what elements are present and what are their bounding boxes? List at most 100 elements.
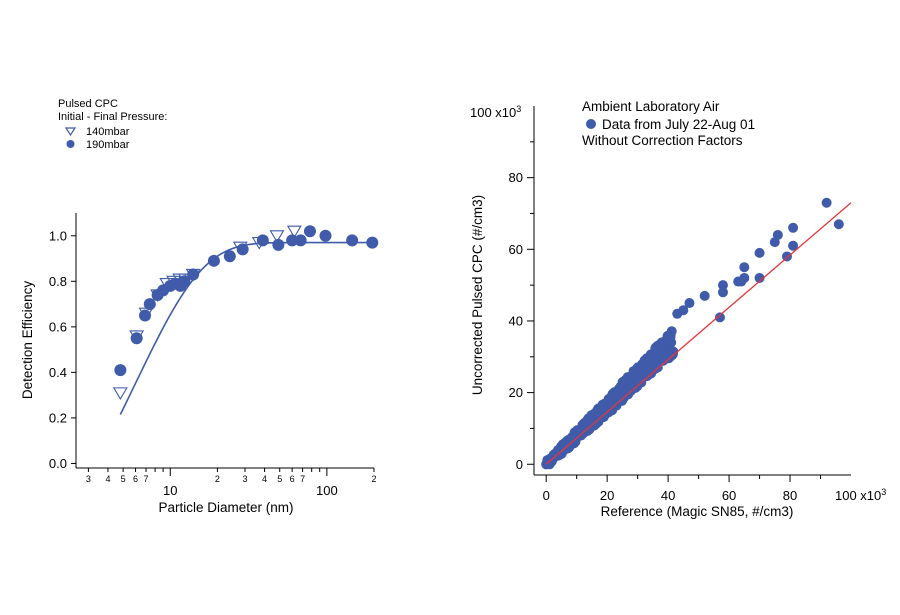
data-point xyxy=(788,240,799,251)
data-point xyxy=(684,298,695,309)
circle-point xyxy=(272,238,285,251)
left-x-minor-label: 4 xyxy=(105,474,110,484)
data-point xyxy=(714,312,725,323)
data-point xyxy=(754,247,765,258)
data-point xyxy=(578,419,589,430)
right-x-multiplier: 100 x103 xyxy=(835,487,886,503)
data-point xyxy=(629,366,640,376)
left-x-minor-label: 5 xyxy=(277,474,282,484)
triangle-point xyxy=(112,387,128,400)
data-point xyxy=(620,374,631,385)
left-y-ticks: 0.0 0.2 0.4 0.6 0.8 1.0 xyxy=(49,228,76,471)
data-point xyxy=(565,434,576,445)
circle-point xyxy=(366,236,379,249)
data-point xyxy=(678,305,689,316)
right-y-tick-label: 80 xyxy=(509,170,523,185)
right-fit-line xyxy=(545,202,852,465)
data-point xyxy=(593,416,604,427)
circle-point xyxy=(294,234,307,247)
legend-triangle-icon xyxy=(64,127,77,137)
right-legend-label: Data from July 22-Aug 01 xyxy=(602,117,755,132)
left-data-points xyxy=(112,225,379,400)
left-chart: Pulsed CPC Initial - Final Pressure: 140… xyxy=(20,98,379,515)
right-x-axis-title: Reference (Magic SN85, #/cm3) xyxy=(601,504,794,519)
circle-point xyxy=(303,225,316,238)
circle-point xyxy=(178,275,191,288)
data-point xyxy=(821,197,832,208)
left-x-minor-label: 6 xyxy=(133,474,138,484)
right-annotation-note: Without Correction Factors xyxy=(582,133,743,148)
left-x-axis-title: Particle Diameter (nm) xyxy=(158,500,293,515)
triangle-point xyxy=(269,230,285,243)
left-y-tick-label: 0.6 xyxy=(49,319,67,334)
data-point xyxy=(597,401,608,412)
circle-point xyxy=(143,298,156,311)
right-chart: Ambient Laboratory Air Data from July 22… xyxy=(470,99,886,519)
right-annotation-title: Ambient Laboratory Air xyxy=(582,99,720,114)
right-y-axis-title: Uncorrected Pulsed CPC (#/cm3) xyxy=(470,195,485,395)
left-x-tick-label: 100 xyxy=(316,483,338,498)
right-y-multiplier: 100 x103 xyxy=(470,104,521,120)
left-x-minor-label: 6 xyxy=(290,474,295,484)
data-point xyxy=(667,349,678,360)
right-y-ticks: 0 20 40 60 80 xyxy=(509,141,534,472)
right-y-tick-label: 0 xyxy=(516,457,523,472)
circle-point xyxy=(286,234,299,247)
right-y-tick-label: 40 xyxy=(509,313,523,328)
circle-point xyxy=(207,254,220,267)
circle-point xyxy=(236,243,249,256)
left-legend-subtitle: Initial - Final Pressure: xyxy=(58,111,167,123)
data-point xyxy=(643,357,654,368)
data-point xyxy=(739,262,750,273)
circle-point xyxy=(256,234,269,247)
right-legend-circle-icon xyxy=(586,119,596,129)
circle-point xyxy=(114,364,127,377)
left-x-minor-label: 7 xyxy=(300,474,305,484)
left-fit-curve xyxy=(119,241,374,415)
data-point xyxy=(699,290,710,301)
right-annotation: Ambient Laboratory Air Data from July 22… xyxy=(582,99,755,148)
data-point xyxy=(607,390,618,401)
right-x-ticks: 0 20 40 60 80 xyxy=(543,475,822,503)
circle-point xyxy=(139,309,152,322)
left-x-minor-label: 4 xyxy=(262,474,267,484)
circle-point xyxy=(223,250,236,263)
circle-point xyxy=(319,229,332,242)
right-x-tick-label: 20 xyxy=(600,488,614,503)
left-x-minor-label: 3 xyxy=(86,474,91,484)
right-y-tick-label: 60 xyxy=(509,242,523,257)
left-y-tick-label: 1.0 xyxy=(49,228,67,243)
data-point xyxy=(788,222,799,233)
data-point xyxy=(717,287,728,298)
right-x-tick-label: 0 xyxy=(543,488,550,503)
left-x-minor-label: 2 xyxy=(371,474,376,484)
circle-point xyxy=(130,332,143,345)
data-point xyxy=(664,331,675,342)
right-x-tick-label: 80 xyxy=(783,488,797,503)
right-x-tick-label: 60 xyxy=(722,488,736,503)
data-point xyxy=(652,342,663,353)
left-legend-label-140: 140mbar xyxy=(86,126,130,138)
data-point xyxy=(572,425,583,436)
left-y-tick-label: 0.8 xyxy=(49,274,67,289)
data-point xyxy=(739,272,750,283)
circle-point xyxy=(346,234,359,247)
circle-point xyxy=(187,268,200,281)
legend-circle-icon xyxy=(66,140,75,148)
left-y-axis-title: Detection Efficiency xyxy=(20,281,35,400)
left-x-minor-label: 3 xyxy=(242,474,247,484)
left-x-minor-label: 2 xyxy=(215,474,220,484)
left-x-tick-label: 10 xyxy=(163,483,177,498)
data-point xyxy=(772,229,783,240)
data-point xyxy=(717,280,728,291)
right-x-tick-label: 40 xyxy=(661,488,675,503)
data-point xyxy=(833,219,844,230)
left-y-tick-label: 0.0 xyxy=(49,456,67,471)
left-legend: Pulsed CPC Initial - Final Pressure: 140… xyxy=(58,98,167,151)
left-x-minor-label: 7 xyxy=(144,474,149,484)
left-legend-label-190: 190mbar xyxy=(86,139,130,151)
right-y-tick-label: 20 xyxy=(509,385,523,400)
left-y-tick-label: 0.2 xyxy=(49,410,67,425)
